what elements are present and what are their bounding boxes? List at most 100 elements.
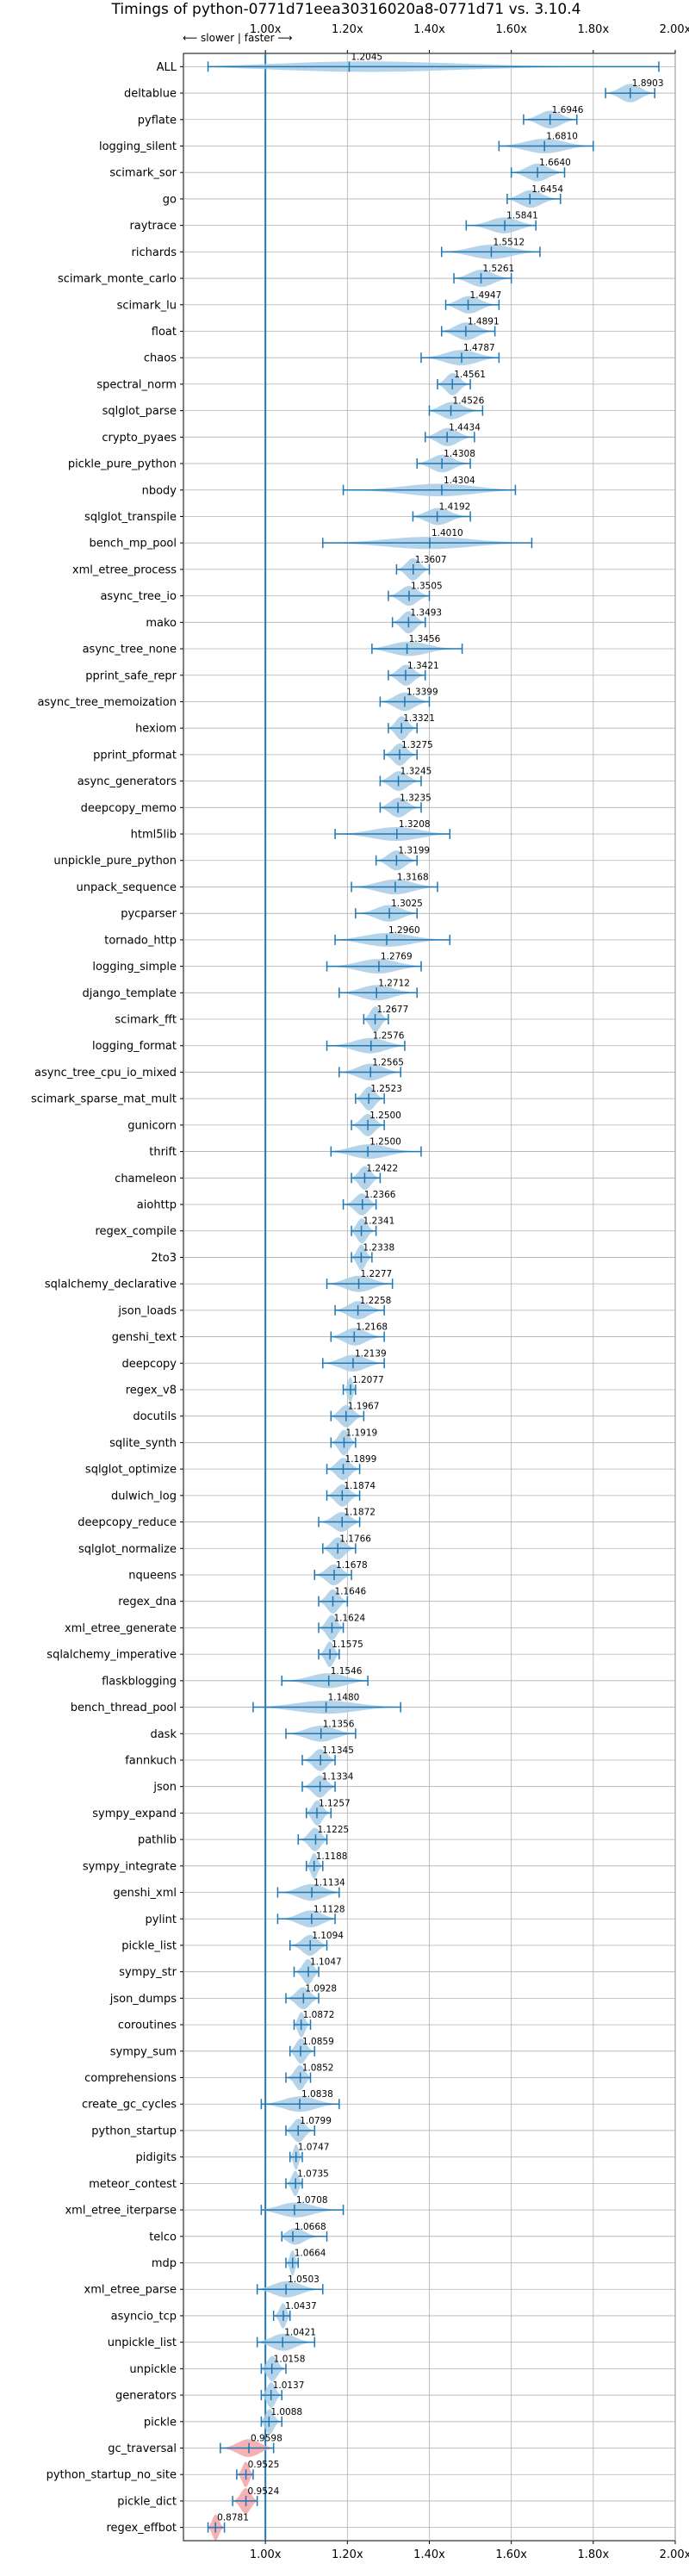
value-label: 1.1546	[331, 1666, 363, 1677]
value-label: 1.1134	[313, 1878, 345, 1888]
value-label: 1.0088	[270, 2407, 302, 2417]
value-label: 1.1575	[332, 1640, 363, 1650]
value-label: 1.0859	[302, 2037, 334, 2047]
category-label: comprehensions	[84, 2072, 177, 2085]
value-label: 1.2045	[351, 52, 382, 62]
category-label: html5lib	[131, 829, 177, 842]
category-label: nbody	[142, 484, 177, 497]
value-label: 1.3208	[399, 819, 431, 830]
category-label: async_generators	[78, 775, 177, 788]
category-label: scimark_sparse_mat_mult	[31, 1093, 177, 1106]
category-label: logging_silent	[99, 140, 177, 153]
category-label: unpickle_pure_python	[53, 855, 177, 868]
category-label: sqlglot_parse	[102, 405, 177, 418]
value-label: 1.4947	[470, 290, 502, 301]
category-label: pickle_dict	[117, 2495, 177, 2508]
category-label: regex_compile	[95, 1225, 177, 1238]
category-label: xml_etree_iterparse	[65, 2205, 177, 2218]
value-label: 1.3199	[398, 846, 430, 856]
category-label: pathlib	[138, 1834, 177, 1847]
value-label: 1.1899	[345, 1454, 377, 1465]
category-label: pprint_pformat	[93, 749, 177, 762]
value-label: 1.0158	[274, 2354, 306, 2364]
chart-title: Timings of python-0771d71eea30316020a8-0…	[111, 1, 581, 18]
value-label: 1.2500	[369, 1111, 401, 1121]
value-label: 1.2341	[363, 1216, 395, 1227]
category-label: chaos	[144, 352, 177, 365]
value-label: 1.4308	[444, 449, 475, 459]
value-label: 1.3235	[400, 793, 431, 803]
value-label: 1.3493	[410, 607, 442, 618]
value-label: 1.3168	[397, 872, 429, 882]
category-label: crypto_pyaes	[102, 432, 177, 445]
value-label: 1.1678	[336, 1560, 368, 1571]
category-label: docutils	[133, 1410, 177, 1423]
value-label: 1.0799	[300, 2116, 332, 2126]
value-label: 1.2576	[373, 1031, 405, 1042]
category-label: pickle	[144, 2416, 177, 2429]
value-label: 1.0735	[297, 2168, 329, 2179]
value-label: 1.0928	[305, 1983, 337, 1994]
category-label: pylint	[145, 1913, 177, 1926]
category-label: scimark_sor	[109, 167, 177, 180]
value-label: 1.1919	[345, 1428, 377, 1438]
value-label: 1.0503	[288, 2274, 320, 2285]
value-label: 1.1646	[334, 1587, 366, 1597]
xtick-label-top: 1.60x	[495, 23, 527, 36]
category-label: regex_dna	[118, 1596, 177, 1608]
category-label: regex_v8	[126, 1384, 177, 1397]
value-label: 1.1094	[312, 1931, 344, 1941]
value-label: 1.1624	[333, 1613, 365, 1623]
category-label: bench_mp_pool	[89, 538, 177, 551]
category-label: unpickle_list	[108, 2336, 177, 2349]
value-label: 1.2500	[369, 1137, 401, 1148]
category-label: gunicorn	[127, 1119, 177, 1132]
value-label: 1.4526	[453, 396, 485, 407]
xtick-label-bottom: 1.80x	[578, 2548, 610, 2561]
direction-note: ⟵ slower | faster ⟶	[183, 32, 293, 44]
value-label: 1.3421	[407, 661, 439, 671]
category-label: float	[152, 326, 177, 339]
category-label: aiohttp	[137, 1199, 177, 1212]
value-label: 1.3505	[411, 582, 443, 592]
value-label: 1.8903	[632, 78, 664, 89]
value-label: 1.1225	[317, 1825, 349, 1835]
value-label: 1.2168	[356, 1322, 388, 1333]
category-label: async_tree_none	[83, 644, 177, 656]
category-label: spectral_norm	[96, 378, 177, 391]
category-label: json_dumps	[109, 1993, 177, 2006]
value-label: 1.2422	[366, 1163, 398, 1173]
value-label: 1.1047	[310, 1957, 342, 1968]
xtick-label-bottom: 1.60x	[495, 2548, 527, 2561]
category-label: raytrace	[129, 220, 177, 233]
category-label: mako	[146, 617, 177, 630]
value-label: 1.1967	[348, 1402, 380, 1412]
category-label: genshi_xml	[113, 1887, 177, 1900]
value-label: 1.0852	[302, 2063, 334, 2074]
category-label: sympy_expand	[92, 1808, 177, 1820]
value-label: 1.0668	[295, 2222, 326, 2232]
value-label: 1.2258	[360, 1296, 392, 1306]
category-label: flaskblogging	[102, 1675, 177, 1688]
value-label: 0.9525	[248, 2460, 280, 2470]
value-label: 1.2565	[372, 1057, 404, 1067]
category-label: ALL	[157, 61, 177, 74]
value-label: 1.2338	[363, 1242, 394, 1253]
category-label: telco	[149, 2231, 177, 2243]
category-label: pyflate	[138, 114, 177, 127]
category-label: meteor_contest	[89, 2178, 177, 2191]
value-label: 1.4010	[431, 528, 463, 538]
value-label: 1.0421	[284, 2328, 316, 2338]
category-label: pickle_pure_python	[68, 458, 177, 471]
value-label: 1.6454	[531, 184, 563, 195]
value-label: 1.6640	[539, 158, 571, 168]
value-label: 1.4192	[439, 501, 471, 512]
category-label: generators	[115, 2390, 177, 2403]
category-label: async_tree_cpu_io_mixed	[34, 1067, 177, 1080]
category-label: coroutines	[118, 2019, 177, 2032]
value-label: 1.1766	[339, 1534, 371, 1544]
xtick-label-top: 1.40x	[413, 23, 445, 36]
category-label: xml_etree_process	[72, 563, 177, 576]
value-label: 0.8781	[217, 2513, 249, 2523]
category-label: thrift	[149, 1146, 177, 1159]
